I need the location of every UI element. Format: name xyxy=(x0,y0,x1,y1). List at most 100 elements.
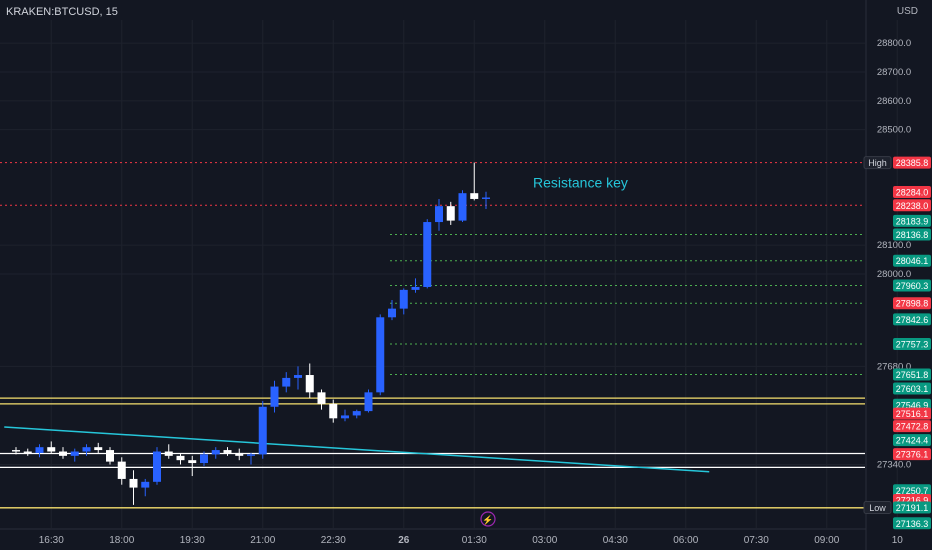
candle-body xyxy=(94,447,103,451)
price-tag-label: 27216.9 xyxy=(896,496,929,506)
candle-body xyxy=(59,451,67,456)
candle-body xyxy=(305,375,314,393)
price-tag-label: 27136.3 xyxy=(896,519,929,529)
price-tag-label: 27191.1 xyxy=(896,503,929,513)
price-tag-label: 27546.9 xyxy=(896,400,929,410)
candle-body xyxy=(341,415,349,419)
x-tick-label: 07:30 xyxy=(744,535,769,546)
currency-label: USD xyxy=(896,6,918,17)
price-tag-label: 27250.7 xyxy=(896,486,929,496)
annotation-resistance-key: Resistance key xyxy=(533,174,628,190)
price-tag-box xyxy=(893,501,931,514)
candle-body xyxy=(435,206,443,223)
marker-label-low: Low xyxy=(869,503,886,513)
price-tag-label: 28284.0 xyxy=(896,188,929,198)
candle-body xyxy=(223,450,232,453)
y-tick-label: 28600.0 xyxy=(877,96,911,107)
x-tick-label: 19:30 xyxy=(180,535,205,546)
candle-body xyxy=(294,375,302,378)
candle-body xyxy=(258,406,267,455)
candle-body xyxy=(399,289,408,309)
candle-body xyxy=(352,411,361,416)
price-tag-label: 27898.8 xyxy=(896,299,929,309)
y-tick-label: 28500.0 xyxy=(877,125,911,136)
x-tick-label: 03:00 xyxy=(532,535,557,546)
price-tag-box xyxy=(893,338,931,351)
marker-label-high: High xyxy=(868,158,887,168)
candle-body xyxy=(129,478,138,488)
candle-body xyxy=(282,377,291,387)
candle-body xyxy=(364,392,373,412)
candle-body xyxy=(388,308,396,318)
candle-body xyxy=(47,447,56,452)
candle-body xyxy=(200,454,208,464)
candle-body xyxy=(188,460,197,464)
y-tick-label: 28000.0 xyxy=(877,269,911,280)
price-tag-label: 27651.8 xyxy=(896,370,929,380)
price-tag-box xyxy=(893,279,931,292)
price-tag-box xyxy=(893,156,931,169)
candle-body xyxy=(164,451,173,456)
y-tick-label: 27680.0 xyxy=(877,361,911,372)
price-tag-label: 27960.3 xyxy=(896,281,929,291)
price-tag-box xyxy=(893,297,931,310)
marker-box xyxy=(863,156,892,170)
y-tick-label: 28800.0 xyxy=(877,38,911,49)
y-tick-label: 28700.0 xyxy=(877,67,911,78)
candle-body xyxy=(117,461,126,479)
lightning-icon[interactable] xyxy=(480,511,496,527)
price-tag-box xyxy=(893,407,931,420)
candle-body xyxy=(329,403,338,419)
marker-box xyxy=(863,500,892,514)
x-tick-label: 04:30 xyxy=(603,535,628,546)
price-tag-box xyxy=(893,382,931,395)
price-tag-label: 28385.8 xyxy=(896,158,929,168)
candle-body xyxy=(270,386,279,407)
price-tag-label: 27376.1 xyxy=(896,450,929,460)
x-tick-label: 18:00 xyxy=(109,535,134,546)
price-tag-box xyxy=(893,254,931,267)
x-tick-label: 10 xyxy=(892,535,904,546)
candle-body xyxy=(176,455,185,461)
price-tag-label: 28183.9 xyxy=(896,216,929,226)
lightning-glyph: ⚡ xyxy=(482,514,493,526)
candle-body xyxy=(106,450,114,462)
x-tick-label: 16:30 xyxy=(39,535,64,546)
y-tick-label: 27340.0 xyxy=(877,460,911,471)
candle-body xyxy=(12,450,20,452)
y-tick-label: 28100.0 xyxy=(877,240,911,251)
candle-body xyxy=(446,206,455,221)
price-tag-label: 27603.1 xyxy=(896,384,929,394)
price-tag-box xyxy=(893,228,931,241)
x-tick-label: 26 xyxy=(398,535,410,546)
candle-body xyxy=(35,447,44,453)
candle-body xyxy=(141,481,150,488)
price-tag-box xyxy=(893,517,931,530)
x-tick-label: 06:00 xyxy=(673,535,698,546)
price-tag-label: 28136.8 xyxy=(896,230,929,240)
candle-body xyxy=(23,451,32,453)
price-tag-box xyxy=(893,214,931,227)
candle-body xyxy=(70,451,79,456)
candle-body xyxy=(153,451,161,482)
trendline xyxy=(4,426,710,473)
candle-body xyxy=(82,447,91,452)
symbol-label: KRAKEN:BTCUSD, 15 xyxy=(6,6,118,18)
x-tick-label: 21:00 xyxy=(250,535,275,546)
x-tick-label: 09:00 xyxy=(814,535,839,546)
candle-body xyxy=(423,222,432,287)
price-tag-box xyxy=(893,420,931,433)
candle-body xyxy=(470,193,479,199)
price-tag-label: 27757.3 xyxy=(896,340,929,350)
price-tag-box xyxy=(893,186,931,199)
price-tag-label: 27516.1 xyxy=(896,409,929,419)
price-tag-box xyxy=(893,313,931,326)
x-tick-label: 01:30 xyxy=(462,535,487,546)
price-tag-label: 27472.8 xyxy=(896,422,929,432)
price-tag-box xyxy=(893,368,931,381)
candle-body xyxy=(376,317,385,393)
x-tick-label: 22:30 xyxy=(321,535,346,546)
candle-body xyxy=(235,452,244,456)
price-tag-box xyxy=(893,434,931,447)
